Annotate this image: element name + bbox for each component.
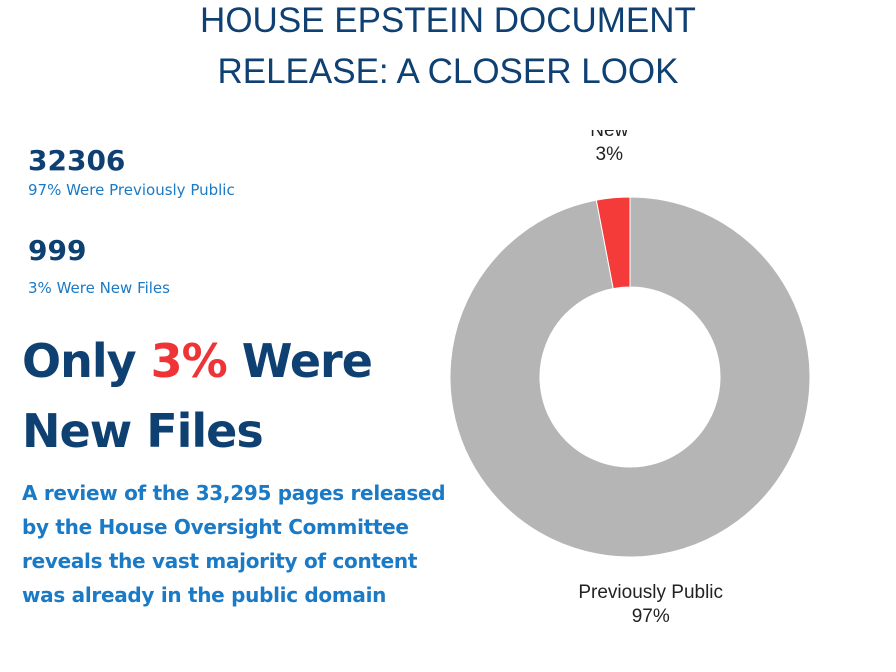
slice-label-1: Previously Public: [578, 582, 723, 603]
slice-previously-public: [449, 196, 811, 558]
headline-highlight: 3%: [150, 334, 228, 388]
stat-new-count: 999: [28, 234, 87, 267]
stat-previously-public-count: 32306: [28, 144, 126, 177]
stat-previously-public-label: 97% Were Previously Public: [28, 181, 235, 199]
description: A review of the 33,295 pages released by…: [22, 481, 446, 607]
slice-percent-label-0: 3%: [596, 144, 624, 165]
slice-label-0: New: [590, 130, 628, 141]
title-line-2: RELEASE: A CLOSER LOOK: [217, 52, 679, 91]
donut-chart: New 3% Previously Public 97%: [449, 130, 811, 627]
slice-percent-label-1: 97%: [632, 606, 670, 627]
title-line-1: HOUSE EPSTEIN DOCUMENT: [200, 1, 696, 40]
stat-new-label: 3% Were New Files: [28, 279, 170, 297]
headline: Only 3% Were New Files: [22, 326, 442, 466]
headline-part-1: Only: [22, 334, 151, 388]
headline-part-2: Were New Files: [22, 334, 373, 458]
